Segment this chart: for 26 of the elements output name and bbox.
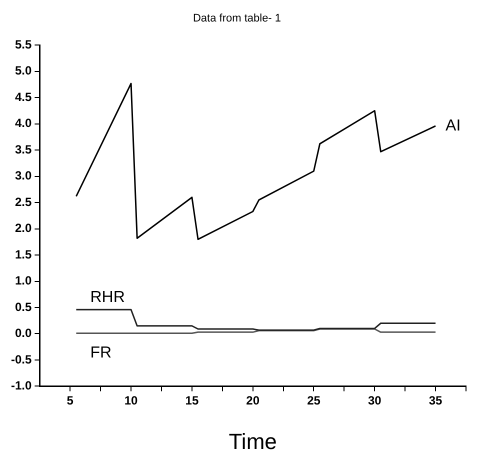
y-tick-label: 5.0 xyxy=(14,64,32,78)
y-tick-label: 1.0 xyxy=(14,274,32,288)
y-tick-label: 1.5 xyxy=(14,247,32,262)
y-tick-label: -1.0 xyxy=(10,378,32,393)
series-label: FR xyxy=(90,344,112,362)
y-tick-label: -0.5 xyxy=(10,352,32,366)
y-tick-label: 3.0 xyxy=(14,168,32,183)
y-tick-label: 2.0 xyxy=(14,221,32,236)
y-tick-label: 5.5 xyxy=(14,38,32,52)
chart-title: Data from table- 1 xyxy=(192,12,282,25)
y-tick-label: 3.5 xyxy=(14,142,32,156)
x-tick-label: 35 xyxy=(428,394,443,408)
x-tick-label: 15 xyxy=(185,394,199,408)
y-tick-label: 2.5 xyxy=(14,194,32,209)
x-tick-label: 10 xyxy=(124,394,138,408)
y-tick-label: 4.0 xyxy=(14,116,32,130)
x-tick-label: 30 xyxy=(368,394,382,408)
y-tick-label: 0.5 xyxy=(14,300,32,314)
x-tick-label: 5 xyxy=(66,394,74,408)
x-axis-title: Time xyxy=(228,428,277,454)
y-tick-label: 4.5 xyxy=(14,90,32,104)
series-label: RHR xyxy=(90,289,125,306)
x-tick-label: 25 xyxy=(307,394,321,408)
x-tick-label: 20 xyxy=(246,394,260,408)
y-tick-label: 0.0 xyxy=(14,326,32,340)
series-label: AI xyxy=(446,117,461,134)
